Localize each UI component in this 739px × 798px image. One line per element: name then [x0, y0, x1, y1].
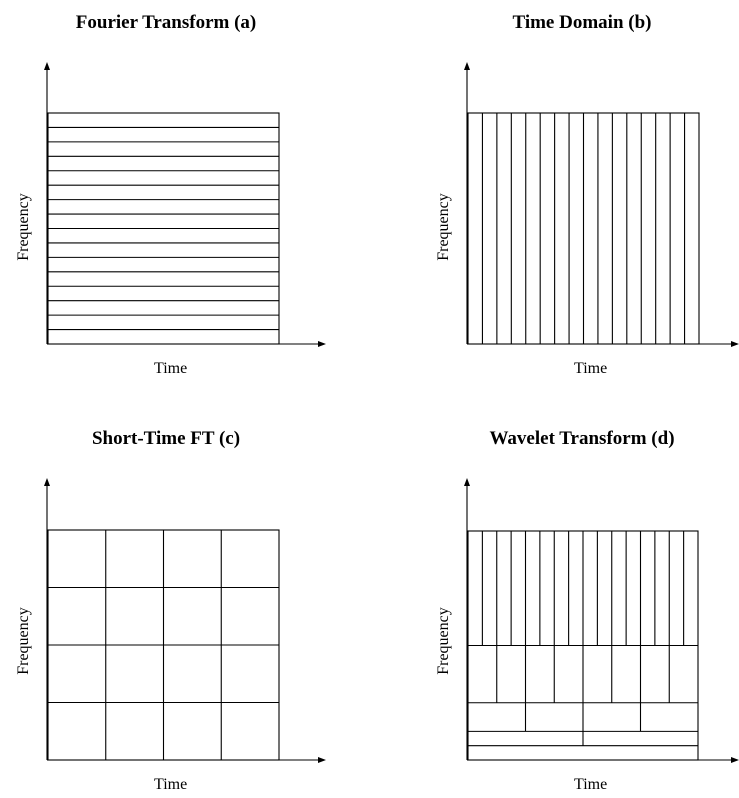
xlabel-d: Time	[574, 776, 608, 793]
y-axis-arrow-a	[44, 62, 50, 70]
xlabel-c: Time	[154, 776, 188, 793]
y-axis-arrow-b	[464, 62, 470, 70]
panel-title-b: Time Domain (b)	[512, 12, 652, 33]
x-axis-arrow-d	[731, 757, 739, 763]
x-axis-arrow-c	[318, 757, 326, 763]
x-axis-arrow-b	[731, 341, 739, 347]
y-axis-arrow-d	[464, 478, 470, 486]
panel-title-d: Wavelet Transform (d)	[489, 428, 675, 449]
panel-title-a: Fourier Transform (a)	[75, 12, 257, 33]
x-axis-arrow-a	[318, 341, 326, 347]
xlabel-b: Time	[574, 360, 608, 377]
panel-title-c: Short-Time FT (c)	[91, 428, 241, 449]
y-axis-arrow-c	[44, 478, 50, 486]
xlabel-a: Time	[154, 360, 188, 377]
